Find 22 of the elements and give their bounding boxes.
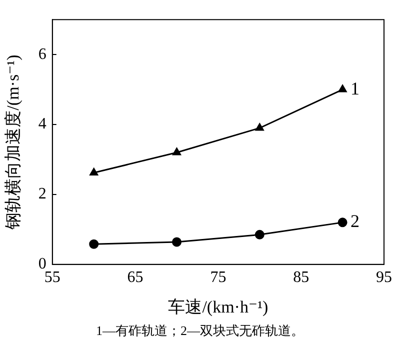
- x-tick-label: 65: [127, 269, 144, 286]
- y-tick-label: 0: [38, 256, 46, 273]
- point: [254, 230, 264, 240]
- y-tick-label: 4: [38, 116, 46, 133]
- point: [89, 239, 99, 249]
- series-label: 1: [350, 78, 360, 98]
- y-axis-title: 钢轨横向加速度/(m·s⁻¹): [4, 54, 23, 230]
- point: [172, 148, 181, 156]
- text: 1—有砟轨道；2—双块式无砟轨道。: [95, 322, 305, 340]
- x-tick-label: 95: [376, 269, 392, 286]
- x-tick-label: 55: [44, 269, 60, 286]
- y-tick-label: 2: [38, 186, 46, 203]
- point: [338, 218, 348, 228]
- point: [255, 123, 264, 131]
- y-tick-label: 6: [38, 46, 46, 63]
- point: [172, 237, 182, 247]
- point: [338, 84, 347, 92]
- x-axis-title: 车速/(km·h⁻¹): [168, 297, 268, 316]
- x-tick-label: 75: [210, 269, 226, 286]
- series-label: 2: [350, 211, 360, 232]
- point: [90, 168, 98, 176]
- x-tick-label: 85: [293, 269, 310, 286]
